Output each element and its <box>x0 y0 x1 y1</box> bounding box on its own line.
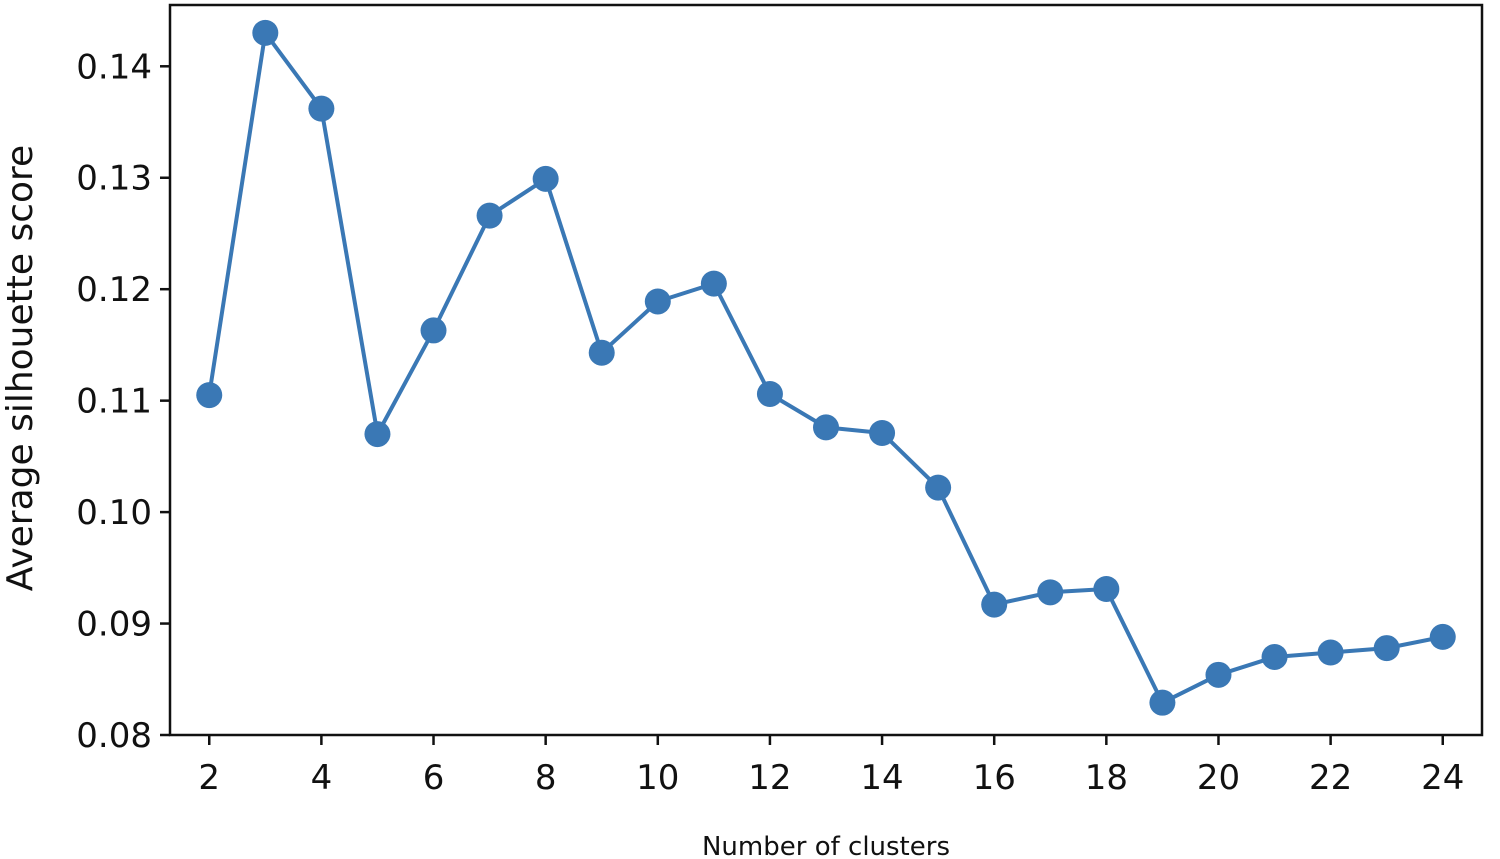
data-point-marker <box>308 95 335 122</box>
data-point-marker <box>1317 639 1344 666</box>
x-axis-label: Number of clusters <box>702 832 950 859</box>
y-tick-label: 0.08 <box>76 716 152 756</box>
series-layer <box>196 19 1456 716</box>
x-tick-label: 4 <box>311 758 333 798</box>
x-tick-label: 18 <box>1085 758 1128 798</box>
series-line <box>207 30 1444 705</box>
data-point-marker <box>420 317 447 344</box>
y-tick-label: 0.09 <box>76 605 152 645</box>
data-point-marker <box>1149 689 1176 716</box>
y-tick-label: 0.12 <box>76 270 152 310</box>
data-point-marker <box>1373 635 1400 662</box>
y-axis-ticks: 0.08 0.09 0.10 0.11 0.12 0.13 0.14 <box>76 47 170 756</box>
y-tick-label: 0.14 <box>76 47 152 87</box>
x-tick-label: 6 <box>423 758 445 798</box>
data-point-marker <box>1429 623 1456 650</box>
plot-area <box>168 3 1484 737</box>
x-axis-ticks: 2 4 6 8 10 12 14 16 18 20 22 24 <box>198 735 1464 798</box>
data-point-marker <box>813 414 839 441</box>
x-tick-label: 10 <box>636 758 679 798</box>
data-point-marker <box>644 288 671 315</box>
plot-frame <box>168 3 1484 737</box>
data-point-marker <box>476 202 503 229</box>
y-tick-label: 0.13 <box>76 159 152 199</box>
x-tick-label: 14 <box>860 758 903 798</box>
data-point-marker <box>364 421 391 448</box>
data-point-marker <box>1261 643 1288 670</box>
x-tick-label: 22 <box>1309 758 1352 798</box>
data-point-marker <box>869 419 896 446</box>
data-point-marker <box>981 591 1008 618</box>
x-tick-label: 2 <box>198 758 220 798</box>
y-tick-label: 0.10 <box>76 493 152 533</box>
data-point-marker <box>1093 576 1120 602</box>
data-point-marker <box>925 474 952 501</box>
x-tick-label: 8 <box>535 758 557 798</box>
data-point-marker <box>532 165 559 192</box>
x-tick-label: 24 <box>1421 758 1464 798</box>
x-tick-label: 16 <box>973 758 1016 798</box>
data-point-marker <box>252 19 279 46</box>
y-tick-label: 0.11 <box>76 382 152 422</box>
y-axis-label: Average silhouette score <box>0 145 41 591</box>
data-point-marker <box>1037 579 1064 606</box>
data-point-marker <box>756 380 783 407</box>
data-point-marker <box>1205 661 1232 688</box>
data-point-marker <box>700 270 727 297</box>
data-point-marker <box>196 382 223 409</box>
data-point-marker <box>588 339 615 366</box>
x-tick-label: 20 <box>1197 758 1240 798</box>
x-tick-label: 12 <box>748 758 791 798</box>
